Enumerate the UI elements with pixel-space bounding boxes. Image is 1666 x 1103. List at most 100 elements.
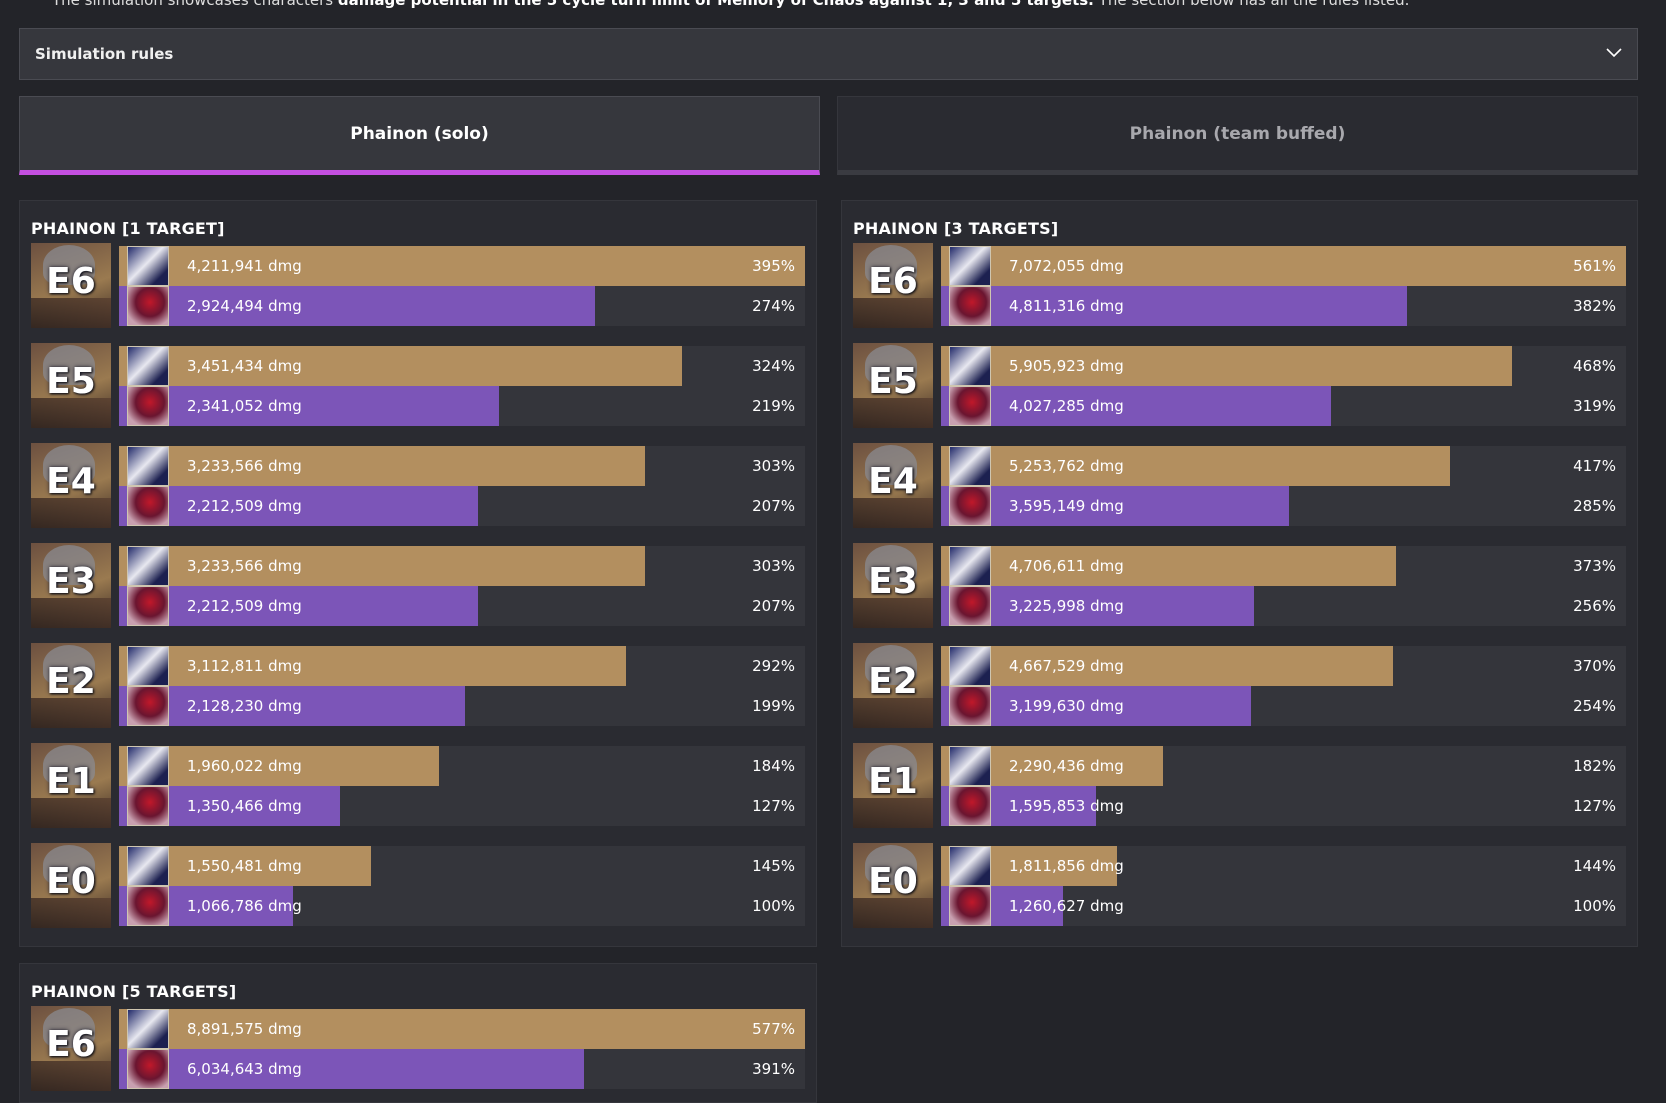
light-cone-icon xyxy=(127,746,169,786)
character-portrait: E1 xyxy=(853,743,933,828)
eidolon-row: E2 3,112,811 dmg 292% 2,128,230 dmg 199% xyxy=(31,643,805,728)
tab-phainon-solo[interactable]: Phainon (solo) xyxy=(19,96,820,175)
damage-value: 5,253,762 dmg xyxy=(1009,457,1124,475)
relic-icon xyxy=(127,686,169,726)
eidolon-label: E1 xyxy=(46,761,96,802)
eidolon-row: E4 5,253,762 dmg 417% 3,595,149 dmg 285% xyxy=(853,443,1626,528)
eidolon-row: E6 7,072,055 dmg 561% 4,811,316 dmg 382% xyxy=(853,243,1626,328)
panel-title: PHAINON [5 TARGETS] xyxy=(31,982,237,1001)
damage-percent: 285% xyxy=(1573,497,1616,515)
damage-percent: 395% xyxy=(752,257,795,275)
purple-dmg-bar: 1,066,786 dmg 100% xyxy=(119,886,805,926)
light-cone-icon xyxy=(127,1009,169,1049)
eidolon-label: E0 xyxy=(868,861,918,902)
relic-icon xyxy=(127,486,169,526)
damage-percent: 127% xyxy=(1573,797,1616,815)
damage-percent: 182% xyxy=(1573,757,1616,775)
relic-icon xyxy=(949,386,991,426)
gold-bar-fill xyxy=(941,246,1626,286)
damage-value: 4,027,285 dmg xyxy=(1009,397,1124,415)
gold-dmg-bar: 4,706,611 dmg 373% xyxy=(941,546,1626,586)
eidolon-label: E3 xyxy=(868,561,918,602)
damage-value: 4,211,941 dmg xyxy=(187,257,302,275)
relic-icon xyxy=(949,786,991,826)
panel-title: PHAINON [1 TARGET] xyxy=(31,219,225,238)
eidolon-label: E5 xyxy=(46,361,96,402)
character-portrait: E0 xyxy=(853,843,933,928)
damage-value: 8,891,575 dmg xyxy=(187,1020,302,1038)
damage-percent: 274% xyxy=(752,297,795,315)
damage-value: 2,212,509 dmg xyxy=(187,497,302,515)
damage-percent: 319% xyxy=(1573,397,1616,415)
chevron-down-icon xyxy=(1606,48,1622,58)
purple-dmg-bar: 2,212,509 dmg 207% xyxy=(119,486,805,526)
damage-percent: 219% xyxy=(752,397,795,415)
panel-5-targets: PHAINON [5 TARGETS] E6 8,891,575 dmg 577… xyxy=(19,963,817,1103)
damage-percent: 373% xyxy=(1573,557,1616,575)
gold-dmg-bar: 3,112,811 dmg 292% xyxy=(119,646,805,686)
gold-dmg-bar: 5,905,923 dmg 468% xyxy=(941,346,1626,386)
simulation-rules-accordion[interactable]: Simulation rules xyxy=(19,28,1638,80)
eidolon-label: E4 xyxy=(868,461,918,502)
purple-dmg-bar: 3,199,630 dmg 254% xyxy=(941,686,1626,726)
character-portrait: E2 xyxy=(31,643,111,728)
character-portrait: E5 xyxy=(853,343,933,428)
gold-dmg-bar: 4,211,941 dmg 395% xyxy=(119,246,805,286)
damage-value: 3,595,149 dmg xyxy=(1009,497,1124,515)
purple-bar-fill xyxy=(941,286,1408,326)
purple-bar-fill xyxy=(119,386,500,426)
damage-value: 3,225,998 dmg xyxy=(1009,597,1124,615)
damage-value: 4,706,611 dmg xyxy=(1009,557,1124,575)
eidolon-row: E5 5,905,923 dmg 468% 4,027,285 dmg 319% xyxy=(853,343,1626,428)
light-cone-icon xyxy=(127,246,169,286)
purple-bar-fill xyxy=(941,386,1331,426)
damage-percent: 207% xyxy=(752,497,795,515)
character-portrait: E0 xyxy=(31,843,111,928)
purple-bar-fill xyxy=(119,286,595,326)
damage-percent: 199% xyxy=(752,697,795,715)
damage-value: 1,066,786 dmg xyxy=(187,897,302,915)
character-portrait: E6 xyxy=(31,1006,111,1091)
damage-value: 1,595,853 dmg xyxy=(1009,797,1124,815)
damage-value: 1,550,481 dmg xyxy=(187,857,302,875)
gold-dmg-bar: 1,550,481 dmg 145% xyxy=(119,846,805,886)
damage-percent: 561% xyxy=(1573,257,1616,275)
relic-icon xyxy=(127,286,169,326)
eidolon-row: E0 1,811,856 dmg 144% 1,260,627 dmg 100% xyxy=(853,843,1626,928)
damage-percent: 100% xyxy=(752,897,795,915)
rules-label: Simulation rules xyxy=(35,45,174,63)
damage-percent: 100% xyxy=(1573,897,1616,915)
eidolon-row: E6 4,211,941 dmg 395% 2,924,494 dmg 274% xyxy=(31,243,805,328)
character-portrait: E4 xyxy=(31,443,111,528)
eidolon-label: E4 xyxy=(46,461,96,502)
damage-percent: 145% xyxy=(752,857,795,875)
character-portrait: E4 xyxy=(853,443,933,528)
damage-percent: 417% xyxy=(1573,457,1616,475)
damage-value: 1,960,022 dmg xyxy=(187,757,302,775)
damage-percent: 207% xyxy=(752,597,795,615)
eidolon-row: E3 3,233,566 dmg 303% 2,212,509 dmg 207% xyxy=(31,543,805,628)
damage-percent: 303% xyxy=(752,457,795,475)
eidolon-row: E1 1,960,022 dmg 184% 1,350,466 dmg 127% xyxy=(31,743,805,828)
damage-value: 4,811,316 dmg xyxy=(1009,297,1124,315)
eidolon-row: E3 4,706,611 dmg 373% 3,225,998 dmg 256% xyxy=(853,543,1626,628)
light-cone-icon xyxy=(949,646,991,686)
gold-bar-fill xyxy=(119,546,646,586)
purple-dmg-bar: 2,212,509 dmg 207% xyxy=(119,586,805,626)
purple-dmg-bar: 4,027,285 dmg 319% xyxy=(941,386,1626,426)
purple-bar-fill xyxy=(941,686,1252,726)
relic-icon xyxy=(127,586,169,626)
purple-bar-fill xyxy=(941,586,1254,626)
damage-value: 6,034,643 dmg xyxy=(187,1060,302,1078)
gold-bar-fill xyxy=(119,446,646,486)
panel-title: PHAINON [3 TARGETS] xyxy=(853,219,1059,238)
tab-phainon-team-buffed[interactable]: Phainon (team buffed) xyxy=(837,96,1638,175)
character-portrait: E5 xyxy=(31,343,111,428)
gold-bar-fill xyxy=(119,346,682,386)
damage-percent: 127% xyxy=(752,797,795,815)
character-portrait: E3 xyxy=(853,543,933,628)
light-cone-icon xyxy=(949,246,991,286)
relic-icon xyxy=(127,886,169,926)
purple-bar-fill xyxy=(119,486,479,526)
eidolon-row: E5 3,451,434 dmg 324% 2,341,052 dmg 219% xyxy=(31,343,805,428)
